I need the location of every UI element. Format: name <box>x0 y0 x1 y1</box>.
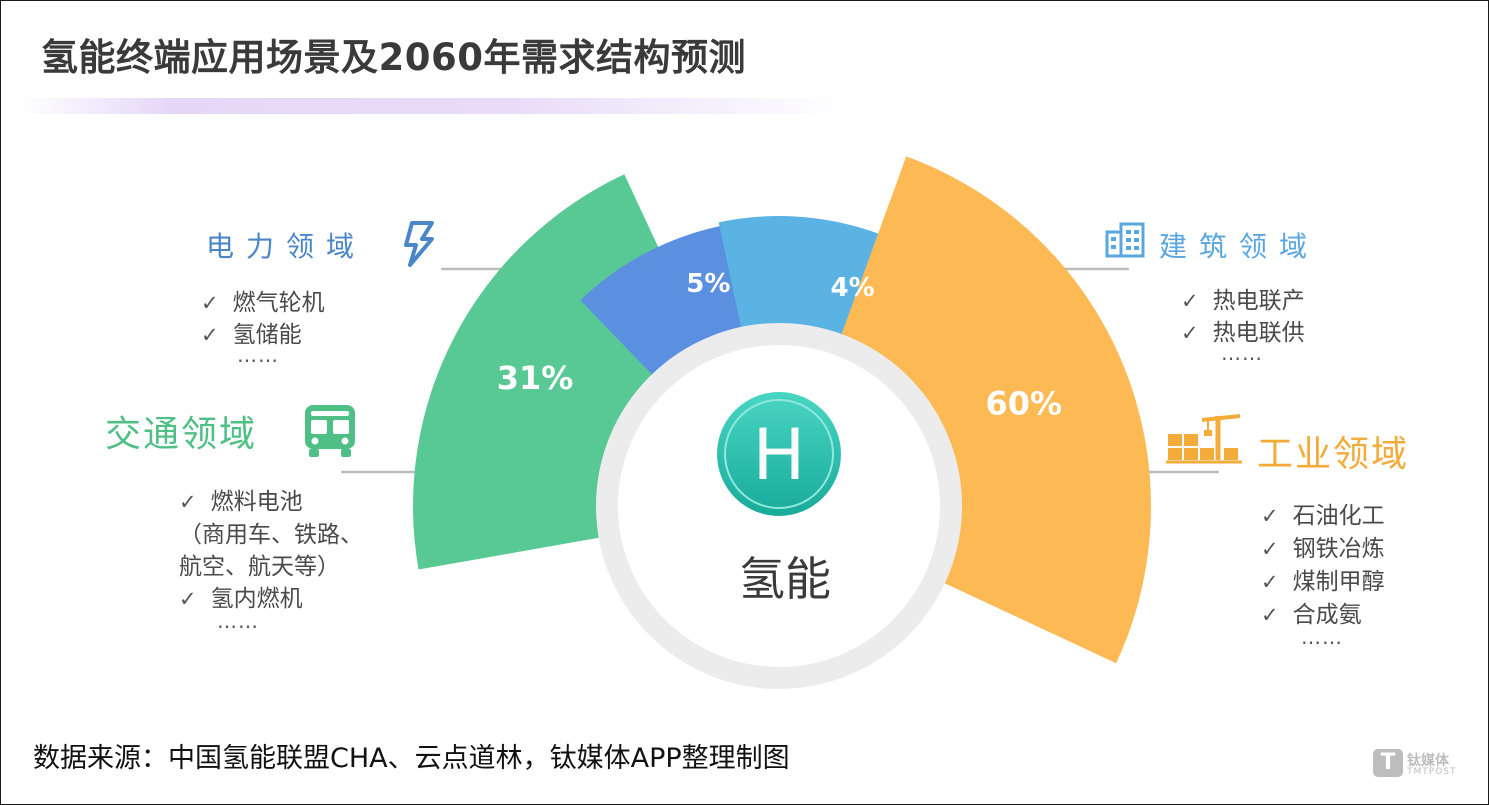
bus-icon <box>305 405 355 457</box>
hydrogen-badge-ring <box>724 399 834 509</box>
industry-item-3: ✓ 煤制甲醇 <box>1261 569 1385 595</box>
watermark-logo: T <box>1373 749 1403 777</box>
lightning-icon <box>404 221 434 267</box>
building-icon <box>1105 222 1145 258</box>
power-item-1: ✓ 燃气轮机 <box>201 290 325 316</box>
industry-domain-heading: 工业领域 <box>1257 434 1410 475</box>
building-domain-heading: 建筑领域 <box>1159 230 1320 263</box>
slice-value-label-0: 31% <box>497 359 574 397</box>
hydrogen-badge-letter: H <box>753 414 806 496</box>
data-source-note: 数据来源：中国氢能联盟CHA、云点道林，钛媒体APP整理制图 <box>33 743 790 774</box>
pie-slice-3 <box>833 156 1151 664</box>
transport-item-1: ✓ 燃料电池 <box>179 489 303 515</box>
transport-item-4: ✓ 氢内燃机 <box>179 586 303 612</box>
building-item-2: ✓ 热电联供 <box>1181 320 1305 346</box>
industry-item-1: ✓ 石油化工 <box>1261 503 1385 529</box>
building-more: …… <box>1221 341 1263 365</box>
watermark-name: 钛媒体 <box>1407 753 1449 769</box>
power-more: …… <box>237 343 279 367</box>
industry-item-2: ✓ 钢铁冶炼 <box>1261 536 1385 562</box>
factory-crane-icon <box>1166 414 1242 464</box>
center-label: 氢能 <box>739 552 831 606</box>
title-underline-decoration <box>19 98 849 114</box>
slice-labels: 31% 5% 4% 60% <box>497 269 1062 423</box>
transport-more: …… <box>217 609 259 633</box>
transport-item-2: （商用车、铁路、 <box>179 522 363 548</box>
industry-item-4: ✓ 合成氨 <box>1261 602 1362 628</box>
pie-sectors <box>413 156 1151 664</box>
transport-domain-heading: 交通领域 <box>105 414 258 455</box>
power-item-2: ✓ 氢储能 <box>201 322 302 348</box>
slice-value-label-3: 60% <box>986 385 1063 423</box>
slice-value-label-1: 5% <box>686 269 730 299</box>
slice-value-label-2: 4% <box>831 273 875 303</box>
industry-more: …… <box>1301 625 1343 649</box>
transport-item-3: 航空、航天等） <box>179 554 340 580</box>
chart-title: 氢能终端应用场景及2060年需求结构预测 <box>41 36 746 79</box>
power-domain-heading: 电力领域 <box>206 230 367 263</box>
hydrogen-badge <box>717 392 841 516</box>
building-item-1: ✓ 热电联产 <box>1181 288 1305 314</box>
watermark-name-en: TMTPOST <box>1407 767 1457 777</box>
